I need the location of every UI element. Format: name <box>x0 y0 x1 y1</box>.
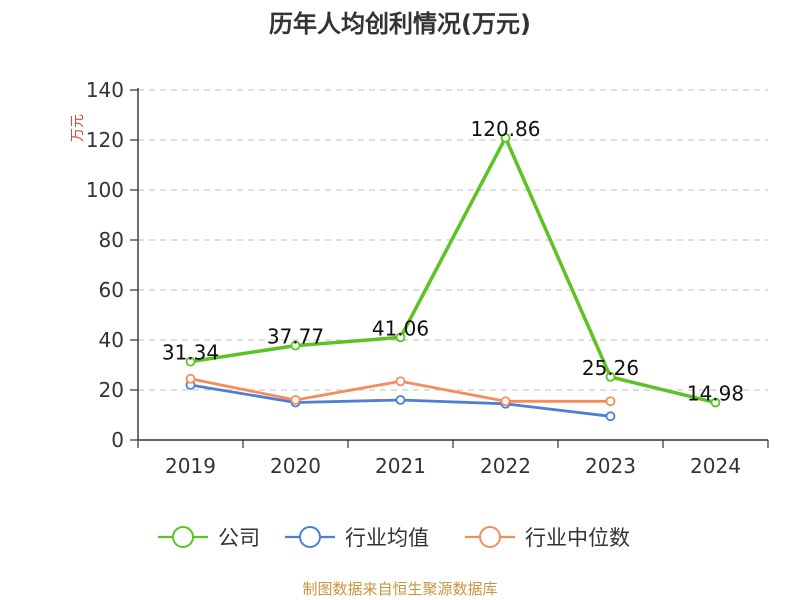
data-labels: 31.34 37.77 41.06 120.86 25.26 14.98 <box>162 117 744 406</box>
legend[interactable]: 公司 行业均值 行业中位数 <box>158 526 630 550</box>
point-行业中位数-2023[interactable] <box>605 396 616 407</box>
point-公司-2022[interactable] <box>500 132 511 143</box>
y-tick-label-80: 80 <box>99 228 124 252</box>
source-note: 制图数据来自恒生聚源数据库 <box>302 580 497 598</box>
point-公司-2020[interactable] <box>290 340 301 351</box>
legend-label-行业均值: 行业均值 <box>345 526 429 550</box>
y-tick-label-0: 0 <box>111 428 124 452</box>
point-公司-2023[interactable] <box>605 371 616 382</box>
legend-item-行业中位数[interactable]: 行业中位数 <box>465 526 630 550</box>
point-行业均值-2021[interactable] <box>395 395 406 405</box>
data-label-2019: 31.34 <box>162 341 219 365</box>
y-tick-label-120: 120 <box>86 128 124 152</box>
x-tick-label-2019: 2019 <box>165 454 216 478</box>
y-tick-label-100: 100 <box>86 178 124 202</box>
point-行业均值-2023[interactable] <box>605 411 616 422</box>
legend-label-行业中位数: 行业中位数 <box>525 526 630 550</box>
legend-item-行业均值[interactable]: 行业均值 <box>285 526 429 550</box>
x-tick-label-2021: 2021 <box>375 454 426 478</box>
x-tick-label-2023: 2023 <box>585 454 636 478</box>
y-axis-label: 万元 <box>70 114 86 142</box>
point-行业中位数-2022[interactable] <box>500 396 511 407</box>
y-tick-label-40: 40 <box>99 328 124 352</box>
legend-item-公司[interactable]: 公司 <box>158 526 260 550</box>
x-axis-ticks: 2019 2020 2021 2022 2023 2024 <box>137 440 769 478</box>
legend-marker-行业均值 <box>299 526 321 548</box>
data-label-2023: 25.26 <box>582 356 639 380</box>
legend-marker-公司 <box>172 526 194 548</box>
data-label-2024: 14.98 <box>687 382 744 406</box>
y-tick-label-20: 20 <box>99 378 124 402</box>
legend-label-公司: 公司 <box>218 526 260 550</box>
x-tick-label-2020: 2020 <box>270 454 321 478</box>
y-axis-ticks: 0 20 40 60 80 100 120 140 <box>86 78 138 452</box>
x-tick-label-2024: 2024 <box>690 454 741 478</box>
point-行业中位数-2019[interactable] <box>185 373 196 384</box>
data-label-2021: 41.06 <box>372 316 429 340</box>
data-label-2020: 37.77 <box>267 325 324 349</box>
data-label-2022: 120.86 <box>471 117 541 141</box>
y-tick-label-60: 60 <box>99 278 124 302</box>
point-行业中位数-2020[interactable] <box>290 395 301 405</box>
series-group <box>185 132 721 422</box>
point-公司-2019[interactable] <box>185 356 196 367</box>
x-tick-label-2022: 2022 <box>480 454 531 478</box>
legend-marker-行业中位数 <box>479 526 501 548</box>
point-公司-2021[interactable] <box>395 332 406 343</box>
y-tick-label-140: 140 <box>86 78 124 102</box>
chart-title: 历年人均创利情况(万元) <box>269 10 531 38</box>
point-行业中位数-2021[interactable] <box>395 376 406 387</box>
point-公司-2024[interactable] <box>710 397 721 408</box>
series-line-公司 <box>190 136 716 405</box>
